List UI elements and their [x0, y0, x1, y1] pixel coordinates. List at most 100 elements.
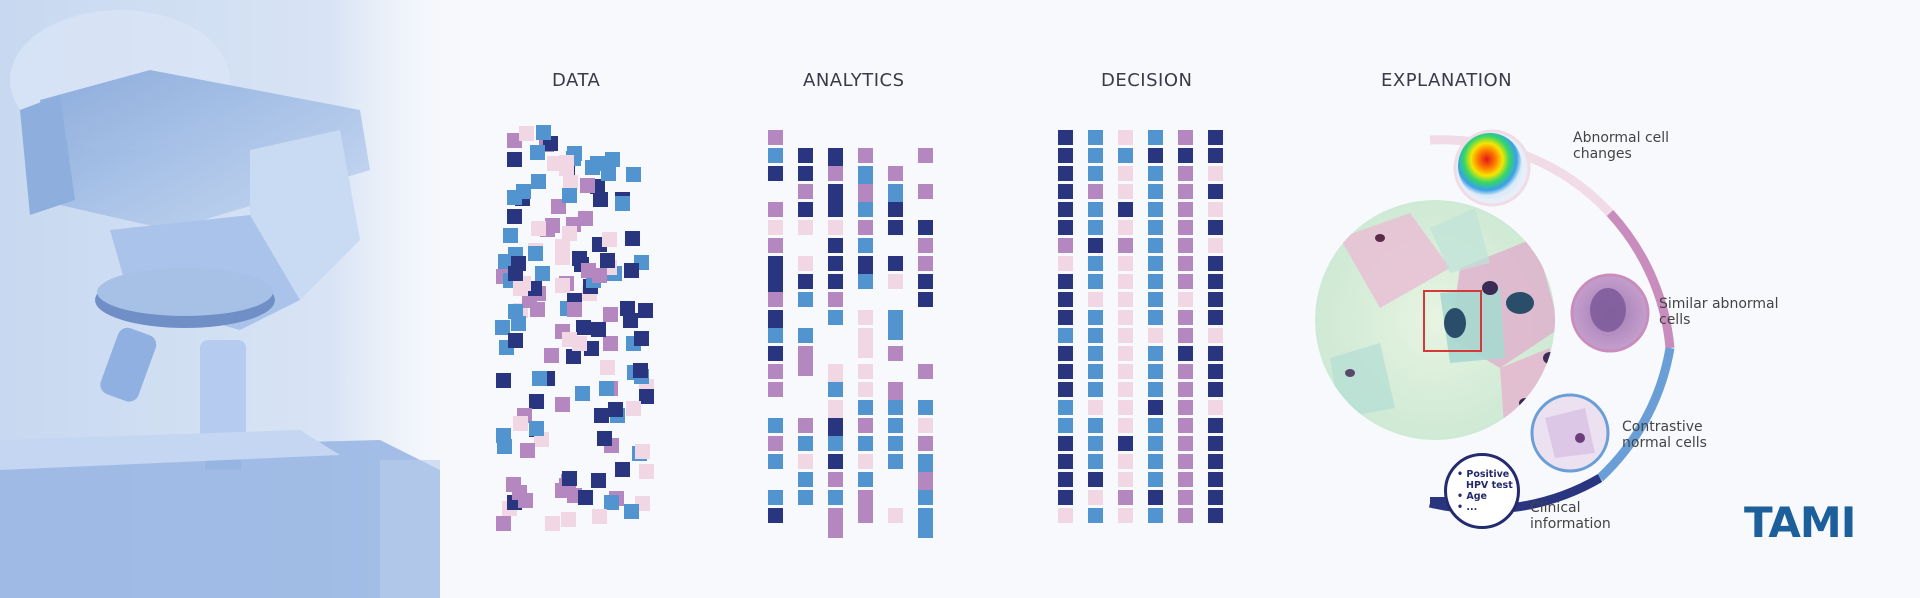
analytics-square — [918, 400, 933, 415]
analytics-square — [858, 202, 873, 217]
analytics-square — [798, 454, 813, 469]
data-square — [577, 490, 593, 506]
data-square — [562, 187, 578, 203]
decision-square — [1178, 220, 1193, 235]
analytics-square — [828, 202, 843, 217]
decision-square — [1178, 166, 1193, 181]
data-square — [497, 439, 513, 455]
data-square — [528, 245, 544, 261]
analytics-square — [858, 220, 873, 235]
data-square — [635, 495, 651, 511]
analytics-square — [918, 364, 933, 379]
callout-similar-abnormal: Similar abnormal cells — [1659, 296, 1779, 328]
highlight-box — [1423, 290, 1482, 352]
analytics-square — [828, 436, 843, 451]
analytics-square — [918, 274, 933, 289]
decision-square — [1178, 148, 1193, 163]
analytics-square — [798, 436, 813, 451]
data-square — [623, 313, 639, 329]
analytics-square — [828, 220, 843, 235]
analytics-square — [918, 148, 933, 163]
decision-square — [1058, 130, 1073, 145]
decision-square — [1178, 310, 1193, 325]
decision-square — [1178, 382, 1193, 397]
decision-square — [1058, 436, 1073, 451]
analytics-square — [858, 148, 873, 163]
data-square — [558, 155, 574, 171]
data-square — [577, 211, 593, 227]
data-square — [623, 504, 639, 520]
decision-square — [1118, 346, 1133, 361]
decision-square — [1148, 202, 1163, 217]
decision-square — [1118, 256, 1133, 271]
analytics-square — [918, 184, 933, 199]
decision-square — [1148, 220, 1163, 235]
clinical-connector — [1430, 497, 1446, 506]
data-square — [508, 332, 524, 348]
decision-square — [1088, 238, 1103, 253]
decision-square — [1178, 238, 1193, 253]
decision-square — [1178, 454, 1193, 469]
data-square — [547, 155, 563, 171]
data-square — [561, 511, 577, 527]
normal-cell-icon — [1530, 393, 1610, 473]
analytics-square — [858, 274, 873, 289]
stage-title-decision: DECISION — [1101, 70, 1193, 91]
analytics-square — [768, 166, 783, 181]
decision-square — [1088, 166, 1103, 181]
analytics-square — [828, 274, 843, 289]
decision-square — [1088, 436, 1103, 451]
decision-square — [1088, 508, 1103, 523]
callout-abnormal-changes: Abnormal cell changes — [1573, 130, 1670, 162]
decision-square — [1148, 130, 1163, 145]
decision-square — [1178, 346, 1193, 361]
decision-square — [1118, 148, 1133, 163]
decision-square — [1148, 346, 1163, 361]
data-square — [637, 303, 653, 319]
analytics-square — [768, 328, 783, 343]
analytics-square — [888, 166, 903, 181]
data-square — [592, 267, 608, 283]
decision-square — [1178, 490, 1193, 505]
explanation-graphic — [1315, 129, 1675, 514]
analytics-square — [768, 418, 783, 433]
analytics-square — [798, 202, 813, 217]
analytics-square — [888, 346, 903, 361]
data-square — [639, 464, 655, 480]
analytics-square — [768, 220, 783, 235]
decision-square — [1208, 274, 1223, 289]
decision-square — [1208, 418, 1223, 433]
analytics-square — [798, 292, 813, 307]
clinical-info-badge: Positive HPV test Age ... — [1444, 453, 1520, 529]
data-square — [554, 249, 570, 265]
decision-square — [1208, 400, 1223, 415]
data-square — [602, 307, 618, 323]
data-square — [554, 397, 570, 413]
data-square — [496, 427, 512, 443]
decision-square — [1178, 364, 1193, 379]
analytics-square — [918, 292, 933, 307]
analytics-square — [768, 364, 783, 379]
analytics-square — [828, 490, 843, 505]
decision-square — [1088, 364, 1103, 379]
decision-square — [1118, 220, 1133, 235]
data-square — [608, 402, 624, 418]
decision-square — [1118, 184, 1133, 199]
decision-square — [1208, 472, 1223, 487]
analytics-square — [858, 328, 873, 358]
decision-square — [1088, 148, 1103, 163]
decision-square — [1088, 382, 1103, 397]
decision-square — [1178, 418, 1193, 433]
decision-square — [1058, 508, 1073, 523]
decision-square — [1058, 328, 1073, 343]
data-square — [624, 230, 640, 246]
data-square — [495, 372, 511, 388]
analytics-square — [798, 166, 813, 181]
decision-square — [1088, 472, 1103, 487]
decision-square — [1118, 508, 1133, 523]
decision-square — [1088, 256, 1103, 271]
decision-square — [1148, 490, 1163, 505]
analytics-square — [798, 256, 813, 271]
decision-square — [1148, 274, 1163, 289]
